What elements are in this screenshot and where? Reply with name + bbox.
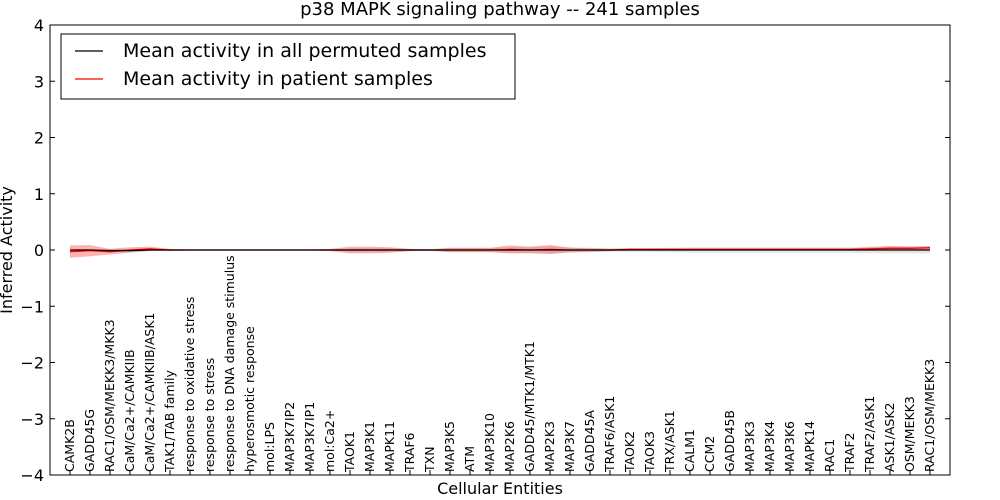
x-tick-label: ATM [462,446,477,472]
x-tick-label: TRAF2/ASK1 [862,396,877,473]
legend-label-permuted: Mean activity in all permuted samples [123,40,486,62]
series-lines [69,247,931,253]
chart-title: p38 MAPK signaling pathway -- 241 sample… [300,0,700,20]
band-patient [70,244,930,258]
y-axis: −4 −3 −2 −1 0 1 2 3 4 [20,16,950,485]
y-axis-title: Inferred Activity [0,186,16,314]
x-tick-label: MAP3K4 [762,421,777,472]
x-tick-label: RAC1 [822,439,837,472]
x-tick-label: mol:Ca2+ [322,410,337,472]
y-tick-label: −3 [20,410,44,429]
x-tick-label: MAP3K1 [362,421,377,472]
x-tick-label: MAP3K7 [562,421,577,472]
x-tick-label: MAPK14 [802,421,817,472]
x-tick-label: GADD45G [82,409,97,472]
x-tick-label: MAPK11 [382,421,397,472]
x-tick-label: MAP2K6 [502,421,517,472]
x-tick-label: TRX/ASK1 [662,410,677,473]
x-tick-label: TRAF6/ASK1 [602,396,617,473]
x-tick-label: response to oxidative stress [182,297,197,472]
y-tick-label: 2 [34,129,44,148]
x-tick-label: CCM2 [702,436,717,472]
x-tick-label: GADD45/MTK1/MTK1 [522,341,537,472]
y-tick-label: 1 [34,185,44,204]
legend-box [60,33,516,100]
x-tick-label: ASK1/ASK2 [882,403,897,472]
y-tick-label: −4 [20,466,44,485]
x-tick-label: CAMK2B [62,419,77,472]
x-tick-label: MAP3K7IP1 [302,402,317,472]
y-tick-label: −1 [20,297,44,316]
x-tick-label: MAP2K3 [542,421,557,472]
x-tick-label: MAP3K7IP2 [282,402,297,472]
x-tick-label: RAC1/OSM/MEKK3 [922,359,937,472]
line-permuted [70,249,930,252]
x-tick-label: TAOK1 [342,431,357,473]
x-tick-label: MAP3K10 [482,413,497,472]
x-tick-label: CALM1 [682,429,697,472]
x-axis-title: Cellular Entities [437,479,563,498]
x-tick-label: RAC1/OSM/MEKK3/MKK3 [102,319,117,472]
x-tick-label: CaM/Ca2+/CAMKIIB/ASK1 [142,313,157,472]
x-tick-label: TXN [422,446,437,473]
x-tick-label: MAP3K6 [782,421,797,472]
x-tick-label: OSM/MEKK3 [902,396,917,472]
y-tick-label: −2 [20,354,44,373]
legend: Mean activity in all permuted samples Me… [60,33,516,100]
confidence-bands [70,244,930,258]
x-tick-label: CaM/Ca2+/CAMKIIB [122,349,137,472]
y-tick-label: 3 [34,72,44,91]
x-tick-label: GADD45B [722,410,737,472]
y-tick-label: 4 [34,16,44,35]
x-tick-label: GADD45A [582,410,597,472]
x-tick-label: TAOK2 [622,431,637,473]
x-tick-label: hyperosmotic response [242,326,257,472]
y-tick-label: 0 [34,241,44,260]
x-tick-label: mol:LPS [262,422,277,472]
x-tick-label: response to DNA damage stimulus [222,255,237,472]
x-tick-label: MAP3K3 [742,421,757,472]
x-tick-label: TRAF2 [842,432,857,473]
legend-label-patient: Mean activity in patient samples [123,68,433,90]
x-tick-label: TRAF6 [402,432,417,473]
x-tick-label: MAP3K5 [442,421,457,472]
x-tick-label: TAK1/TAB family [162,369,177,473]
x-tick-label: TAOK3 [642,431,657,473]
x-axis: CAMK2B GADD45G RAC1/OSM/MEKK3/MKK3 CaM/Ca2+… [62,255,937,475]
x-tick-label: response to stress [202,358,217,472]
